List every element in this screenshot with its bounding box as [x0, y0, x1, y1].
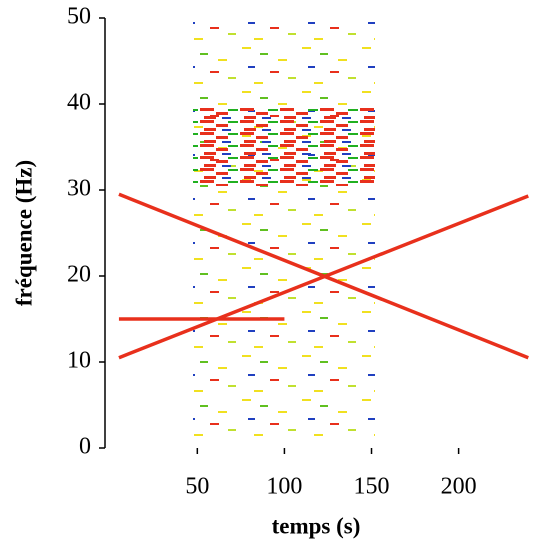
y-tick-label: 10: [67, 348, 91, 374]
x-tick-label: 150: [354, 474, 390, 500]
y-tick-label: 50: [67, 4, 91, 30]
noise-texture: [193, 108, 375, 186]
line: [118, 194, 529, 360]
noise-texture: [193, 18, 375, 440]
y-tick-label: 0: [79, 434, 91, 460]
x-tick-label: 50: [185, 474, 209, 500]
y-tick-label: 40: [67, 90, 91, 116]
x-tick-label: 100: [266, 474, 302, 500]
x-axis-label: temps (s): [272, 513, 361, 538]
y-axis-label: fréquence (Hz): [11, 160, 36, 306]
x-tick-label: 200: [441, 474, 477, 500]
y-tick-label: 30: [67, 176, 91, 202]
y-tick-label: 20: [67, 262, 91, 288]
